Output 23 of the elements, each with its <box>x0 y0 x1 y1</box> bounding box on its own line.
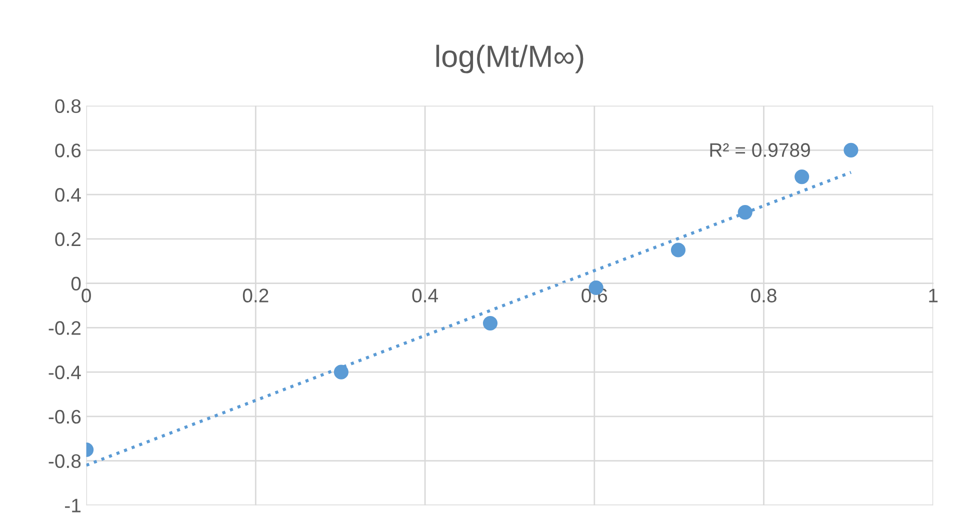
y-tick-label: -0.2 <box>48 321 80 335</box>
y-tick-label: 0.2 <box>55 232 80 246</box>
x-tick-label: 0.8 <box>750 288 776 302</box>
point <box>482 316 498 331</box>
y-tick-label: -1 <box>65 498 80 512</box>
point <box>670 242 686 258</box>
y-tick-label: 0 <box>71 276 81 291</box>
y-tick-label: 0.8 <box>55 99 81 114</box>
point <box>334 364 348 380</box>
y-tick-label: -0.4 <box>48 366 81 380</box>
point <box>794 170 810 184</box>
chart-title: log(Mt/M∞) <box>436 44 584 74</box>
x-tick-label: 1 <box>929 288 938 302</box>
y-tick-label: -0.8 <box>48 454 81 468</box>
y-tick-label: -0.6 <box>48 410 81 424</box>
x-tick-label: 0 <box>82 288 91 302</box>
y-tick-label: 0.4 <box>55 188 81 202</box>
point <box>738 205 752 220</box>
x-tick-label: 0.2 <box>242 288 268 302</box>
y-tick-label: 0.6 <box>55 144 81 158</box>
x-tick-label: 0.4 <box>412 288 438 302</box>
annotation: R² = 0.9789 <box>710 143 810 157</box>
point <box>844 142 858 158</box>
